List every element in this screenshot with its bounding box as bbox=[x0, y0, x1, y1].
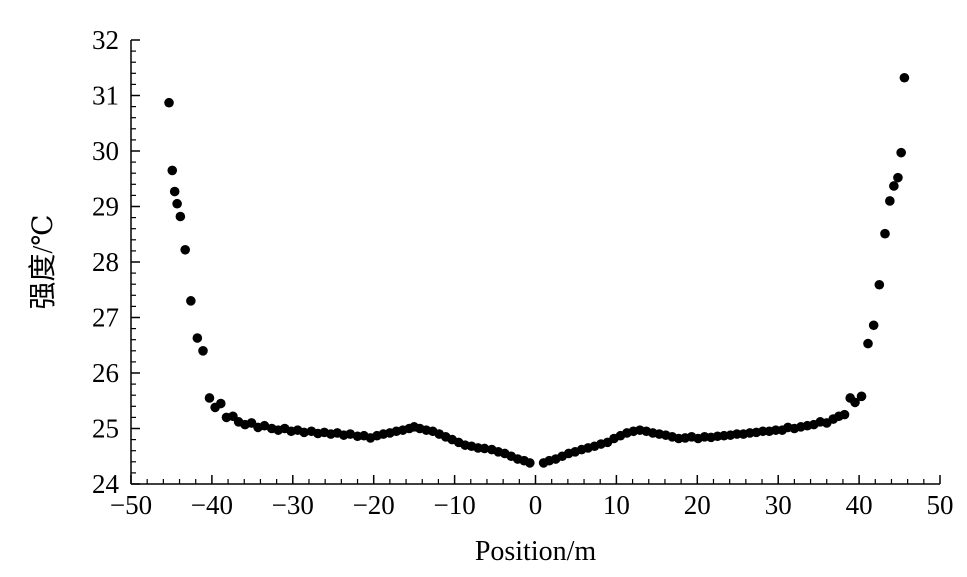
data-point bbox=[169, 186, 180, 197]
axes: −50 −40 −30 −20 −10 0 10 20 30 40 50 24 25 26 27 28 29 3… bbox=[92, 25, 954, 520]
data-point bbox=[880, 228, 890, 239]
data-point bbox=[172, 198, 182, 209]
data-point bbox=[204, 393, 215, 403]
x-tick-label: −50 bbox=[110, 490, 152, 520]
data-point bbox=[899, 72, 910, 83]
data-point bbox=[198, 346, 208, 356]
data-point bbox=[175, 211, 186, 222]
data-point bbox=[164, 97, 174, 108]
data-point bbox=[215, 398, 226, 409]
data-point bbox=[893, 172, 903, 183]
y-tick-label: 32 bbox=[92, 25, 119, 55]
x-tick-label: 0 bbox=[529, 490, 543, 520]
x-tick-label: 50 bbox=[927, 490, 954, 520]
y-tick-label: 30 bbox=[92, 136, 119, 166]
data-point bbox=[885, 196, 895, 206]
data-point bbox=[186, 296, 196, 306]
data-point bbox=[167, 165, 178, 176]
x-tick-label: −20 bbox=[353, 490, 395, 520]
data-points bbox=[164, 72, 910, 468]
y-tick-label: 28 bbox=[92, 247, 119, 277]
y-tick-label: 26 bbox=[92, 358, 119, 388]
x-tick-label: −40 bbox=[191, 490, 233, 520]
data-point bbox=[299, 427, 309, 438]
y-tick-label: 25 bbox=[92, 414, 119, 444]
x-tick-label: −10 bbox=[433, 490, 475, 520]
x-tick-label: 30 bbox=[765, 490, 792, 520]
x-axis-label: Position/m bbox=[475, 536, 597, 567]
data-point bbox=[850, 397, 860, 408]
data-point bbox=[874, 279, 885, 290]
x-tick-label: 40 bbox=[846, 490, 873, 520]
x-tick-label: 10 bbox=[603, 490, 630, 520]
x-tick-label: 20 bbox=[684, 490, 711, 520]
y-tick-label: 31 bbox=[92, 81, 119, 111]
data-point bbox=[479, 443, 490, 454]
data-point bbox=[525, 458, 535, 468]
data-point bbox=[180, 244, 191, 255]
data-point bbox=[863, 338, 873, 349]
data-point bbox=[889, 181, 899, 191]
y-tick-label: 29 bbox=[92, 192, 119, 222]
data-point bbox=[259, 420, 270, 431]
data-point bbox=[856, 391, 867, 402]
y-tick-label: 24 bbox=[92, 469, 120, 499]
data-point bbox=[345, 429, 356, 439]
x-tick-label: −30 bbox=[272, 490, 314, 520]
y-tick-label: 27 bbox=[92, 303, 119, 333]
data-point bbox=[868, 320, 879, 331]
data-point bbox=[839, 409, 850, 420]
x-axis-ticks: −50 −40 −30 −20 −10 0 10 20 30 40 50 bbox=[110, 475, 954, 520]
y-axis-label: 强度/℃ bbox=[27, 214, 59, 309]
data-point bbox=[896, 147, 906, 158]
data-point bbox=[192, 333, 203, 343]
y-axis-ticks: 24 25 26 27 28 29 30 31 32 bbox=[92, 25, 140, 499]
